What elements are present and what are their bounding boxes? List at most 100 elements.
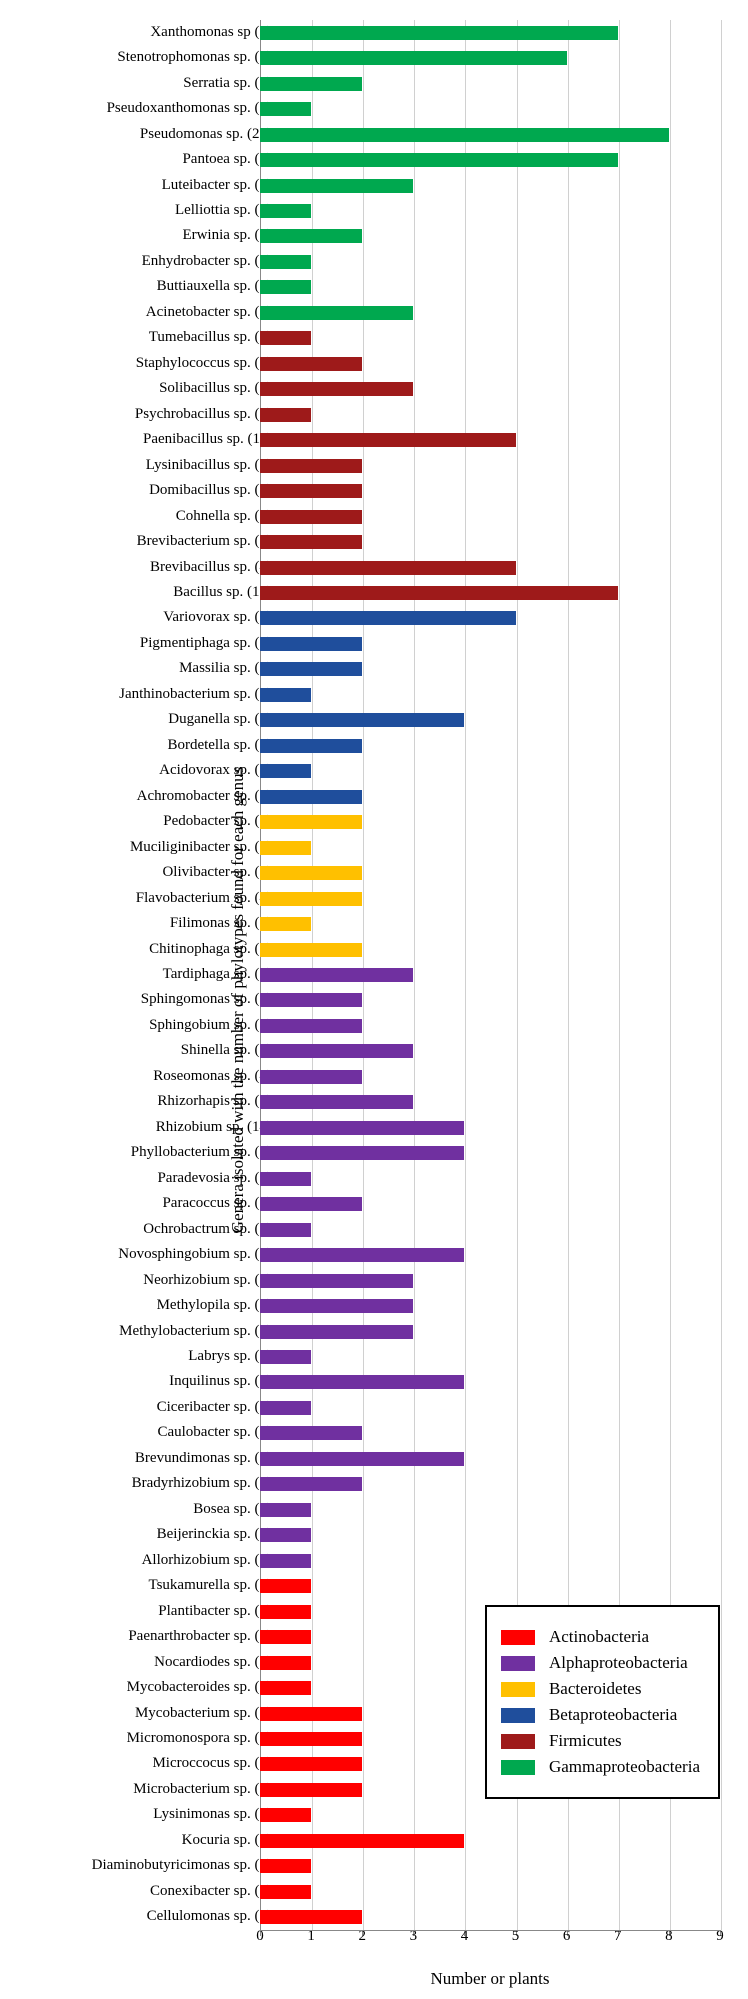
bar-label: Stenotrophomonas sp. (5) — [32, 49, 272, 66]
bar — [260, 815, 362, 829]
bar-label: Rhizorhapis sp. (1) — [32, 1093, 272, 1110]
bar — [260, 1681, 311, 1695]
bar — [260, 1554, 311, 1568]
bar — [260, 1707, 362, 1721]
bar-label: Microccocus sp. (2) — [32, 1755, 272, 1772]
legend-text: Bacteroidetes — [549, 1679, 642, 1699]
legend-text: Gammaproteobacteria — [549, 1757, 700, 1777]
bar-label: Luteibacter sp. (2) — [32, 177, 272, 194]
bar — [260, 586, 618, 600]
bar-label: Solibacillus sp. (1) — [32, 380, 272, 397]
bar — [260, 1019, 362, 1033]
bar — [260, 1401, 311, 1415]
bar — [260, 535, 362, 549]
bar — [260, 637, 362, 651]
bar — [260, 1146, 464, 1160]
bar-label: Labrys sp. (1) — [32, 1348, 272, 1365]
bar-label: Psychrobacillus sp. (1) — [32, 406, 272, 423]
bar-label: Methylopila sp. (1) — [32, 1297, 272, 1314]
bar-label: Brevundimonas sp. (3) — [32, 1450, 272, 1467]
legend-text: Firmicutes — [549, 1731, 622, 1751]
bar — [260, 662, 362, 676]
bar — [260, 1503, 311, 1517]
legend-item: Actinobacteria — [501, 1627, 700, 1647]
bar-label: Nocardiodes sp. (1) — [32, 1654, 272, 1671]
bar — [260, 968, 413, 982]
bar — [260, 229, 362, 243]
bar — [260, 459, 362, 473]
bar — [260, 1477, 362, 1491]
bar-label: Paracoccus sp. (1) — [32, 1195, 272, 1212]
bar-label: Bosea sp. (1) — [32, 1501, 272, 1518]
bar — [260, 1274, 413, 1288]
bar-label: Sphingomonas sp. (3) — [32, 991, 272, 1008]
bar-label: Tsukamurella sp. (1) — [32, 1577, 272, 1594]
bar — [260, 1121, 464, 1135]
bar-label: Pseudoxanthomonas sp. (1) — [32, 100, 272, 117]
legend-swatch — [501, 1630, 535, 1645]
bar-label: Bacillus sp. (18) — [32, 584, 272, 601]
bar-label: Kocuria sp. (1) — [32, 1832, 272, 1849]
bar — [260, 1044, 413, 1058]
legend-text: Alphaproteobacteria — [549, 1653, 688, 1673]
bar — [260, 943, 362, 957]
bar-label: Inquilinus sp. (1) — [32, 1373, 272, 1390]
bar-label: Staphylococcus sp. (2) — [32, 355, 272, 372]
bar — [260, 357, 362, 371]
bar-label: Muciliginibacter sp. (1) — [32, 839, 272, 856]
bar-label: Caulobacter sp. (2) — [32, 1424, 272, 1441]
bar-label: Pedobacter sp. (6) — [32, 813, 272, 830]
bar — [260, 739, 362, 753]
bar — [260, 866, 362, 880]
bar-label: Rhizobium sp. (14) — [32, 1119, 272, 1136]
bar — [260, 484, 362, 498]
bar-label: Duganella sp. (1) — [32, 711, 272, 728]
bar — [260, 204, 311, 218]
grid-line — [721, 20, 722, 1930]
bar-label: Novosphingobium sp. (2) — [32, 1246, 272, 1263]
bar — [260, 1630, 311, 1644]
bar-label: Olivibacter sp. (1) — [32, 864, 272, 881]
bar-label: Janthinobacterium sp. (2) — [32, 686, 272, 703]
bar-label: Erwinia sp. (2) — [32, 227, 272, 244]
bar — [260, 713, 464, 727]
bar-label: Domibacillus sp. (2) — [32, 482, 272, 499]
bar-label: Massilia sp. (3) — [32, 660, 272, 677]
bar-label: Bradyrhizobium sp. (2) — [32, 1475, 272, 1492]
bar-label: Micromonospora sp. (2) — [32, 1730, 272, 1747]
bar-label: Flavobacterium sp. (4) — [32, 890, 272, 907]
bar-label: Tumebacillus sp. (3) — [32, 329, 272, 346]
bar — [260, 1452, 464, 1466]
legend-text: Actinobacteria — [549, 1627, 649, 1647]
bar — [260, 688, 311, 702]
bar — [260, 1350, 311, 1364]
bar — [260, 1757, 362, 1771]
bar — [260, 179, 413, 193]
bar-label: Paenibacillus sp. (11) — [32, 431, 272, 448]
bar — [260, 153, 618, 167]
bar-label: Plantibacter sp. (1) — [32, 1603, 272, 1620]
bar — [260, 280, 311, 294]
bar-label: Mycobacteroides sp. (1) — [32, 1679, 272, 1696]
bar-label: Ciceribacter sp. (1) — [32, 1399, 272, 1416]
bar — [260, 1859, 311, 1873]
bar — [260, 1834, 464, 1848]
bar-label: Achromobacter sp. (2) — [32, 788, 272, 805]
bar — [260, 764, 311, 778]
legend-swatch — [501, 1760, 535, 1775]
bar-label: Pantoea sp. (5) — [32, 151, 272, 168]
bar-label: Mycobacterium sp. (1) — [32, 1705, 272, 1722]
bar — [260, 1248, 464, 1262]
bar — [260, 1605, 311, 1619]
bar-label: Lelliottia sp. (1) — [32, 202, 272, 219]
bar-label: Pseudomonas sp. (23) — [32, 126, 272, 143]
bar-label: Cohnella sp. (3) — [32, 508, 272, 525]
bar — [260, 1656, 311, 1670]
legend-swatch — [501, 1656, 535, 1671]
bar — [260, 1528, 311, 1542]
bar-label: Phyllobacterium sp. (1) — [32, 1144, 272, 1161]
bar — [260, 306, 413, 320]
bar — [260, 255, 311, 269]
bar-label: Filimonas sp. (1) — [32, 915, 272, 932]
bar — [260, 102, 311, 116]
